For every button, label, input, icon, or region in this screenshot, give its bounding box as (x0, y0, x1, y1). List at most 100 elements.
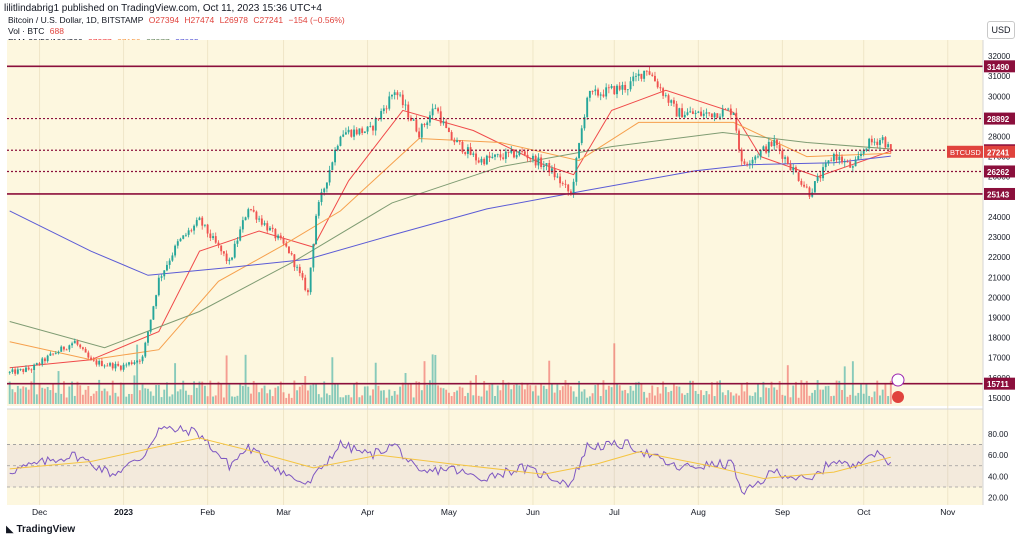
x-tick-label: Mar (276, 507, 291, 517)
volume-bar (315, 384, 318, 404)
volume-bar (16, 385, 19, 404)
candle-body (179, 238, 182, 242)
volume-bar (258, 392, 261, 404)
candle-body (857, 156, 860, 160)
volume-bar (889, 380, 892, 404)
candle-body (222, 251, 225, 254)
candle-body (483, 158, 486, 165)
level-lines (7, 65, 983, 385)
volume-bar (729, 392, 732, 404)
x-tick-label: Nov (940, 507, 956, 517)
volume-bar (746, 382, 749, 404)
volume-bar (342, 397, 345, 404)
candle-body (776, 139, 778, 145)
candle-body (320, 192, 323, 203)
candle-body (163, 270, 166, 277)
candle-body (366, 126, 369, 132)
symbol-legend[interactable]: Bitcoin / U.S. Dollar, 1D, BITSTAMP O273… (8, 15, 348, 25)
candle-body (328, 169, 331, 183)
volume-bar (694, 390, 697, 404)
candle-body (884, 137, 887, 148)
volume-bar (52, 384, 55, 404)
rsi-legend[interactable]: RSI (14, close, SMA, 14, 2) 50.96 58.40 … (8, 412, 180, 423)
level-tag-label: 26262 (987, 168, 1010, 177)
candle-body (561, 183, 564, 185)
candle-body (206, 224, 209, 234)
volume-bar (320, 397, 323, 404)
volume-legend[interactable]: Vol · BTC 688 (8, 26, 67, 36)
volume-bar (266, 393, 269, 404)
volume-bar (331, 357, 334, 404)
candle-body (572, 181, 575, 194)
candle-body (729, 108, 732, 115)
candle-body (485, 155, 488, 165)
volume-bar (819, 389, 822, 404)
price-tick-label: 29000 (988, 112, 1011, 121)
candle-body (507, 151, 510, 153)
price-tick-label: 24000 (988, 213, 1011, 222)
candle-body (166, 264, 168, 271)
candle-body (494, 154, 496, 157)
ema-legend[interactable]: EMA 20/50/100/200 27277 27159 27377 2702… (8, 37, 202, 47)
candle-body (697, 111, 700, 113)
candle-body (141, 356, 144, 362)
candle-body (27, 367, 30, 370)
volume-bar (540, 384, 543, 404)
candle-body (119, 365, 122, 370)
candle-body (255, 211, 258, 220)
candle-body (209, 233, 212, 239)
candle-body (835, 153, 838, 161)
volume-bar (472, 395, 475, 404)
volume-bar (578, 380, 580, 404)
candle-body (719, 116, 721, 118)
volume-bar (675, 386, 678, 404)
volume-bar (201, 381, 204, 404)
time-axis: Dec 2023 Feb Mar Apr May Jun Jul Aug Sep Oct Nov (32, 507, 956, 517)
candle-body (626, 89, 629, 91)
volume-bar (458, 386, 461, 404)
volume-bar (616, 383, 618, 404)
volume-bar (366, 386, 369, 404)
candle-body (751, 159, 754, 164)
candle-body (437, 108, 440, 112)
candle-body (258, 218, 261, 220)
volume-bar (136, 344, 139, 404)
candle-body (670, 100, 673, 103)
candle-body (770, 141, 773, 147)
volume-bar (654, 395, 656, 404)
volume-bar (84, 389, 87, 404)
candle-body (315, 215, 318, 245)
candle-body (694, 112, 697, 114)
rsi-pane-bg (7, 409, 983, 505)
candle-body (152, 306, 155, 320)
volume-bar (8, 381, 11, 404)
candle-body (599, 94, 602, 96)
volume-bar (697, 393, 700, 404)
currency-button[interactable]: USD (987, 21, 1015, 39)
volume-bar (849, 394, 852, 404)
volume-bar (79, 385, 82, 404)
volume-bar (206, 396, 209, 404)
volume-bar (231, 396, 233, 404)
volume-bar (708, 394, 711, 404)
tradingview-logo[interactable]: ◣ TradingView (6, 524, 75, 535)
ema-label: EMA 20/50/100/200 (8, 37, 83, 47)
volume-bar (564, 380, 567, 404)
volume-bar (385, 397, 388, 404)
candle-body (79, 344, 82, 348)
flag-icon (892, 391, 904, 403)
volume-bar (155, 385, 158, 404)
volume-bar (789, 397, 792, 404)
volume-bar (54, 392, 57, 404)
candle-body (269, 227, 271, 231)
candle-body (616, 85, 618, 95)
candle-body (342, 134, 345, 137)
volume-bar (182, 380, 185, 404)
volume-bar (724, 395, 727, 404)
volume-bar (656, 387, 659, 404)
candles (8, 66, 892, 376)
candle-body (865, 148, 868, 151)
x-tick-label: Aug (691, 507, 706, 517)
volume-bar (317, 394, 320, 404)
